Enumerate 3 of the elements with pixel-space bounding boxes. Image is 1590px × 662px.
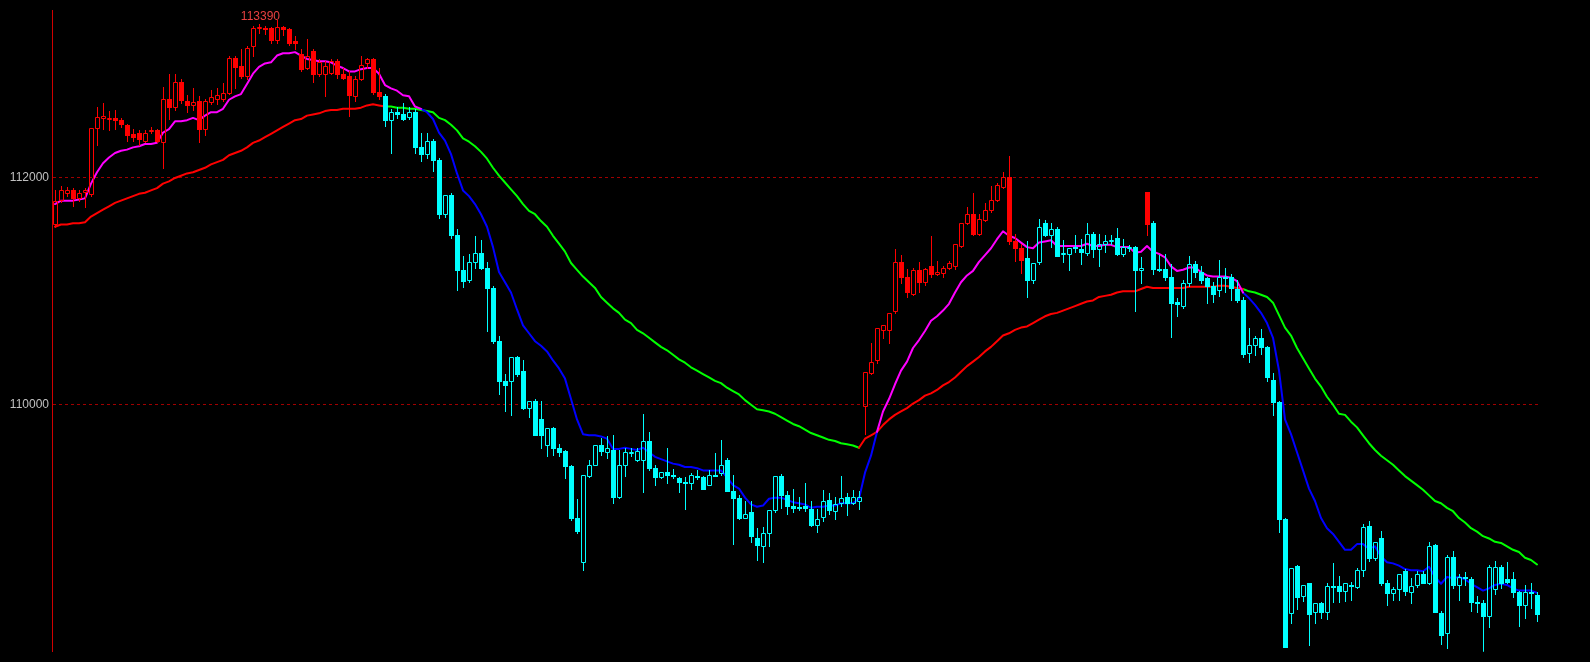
y-tick-label: 112000 (9, 170, 50, 185)
annotation: 113390 (240, 8, 281, 23)
y-tick-label: 110000 (9, 396, 50, 411)
